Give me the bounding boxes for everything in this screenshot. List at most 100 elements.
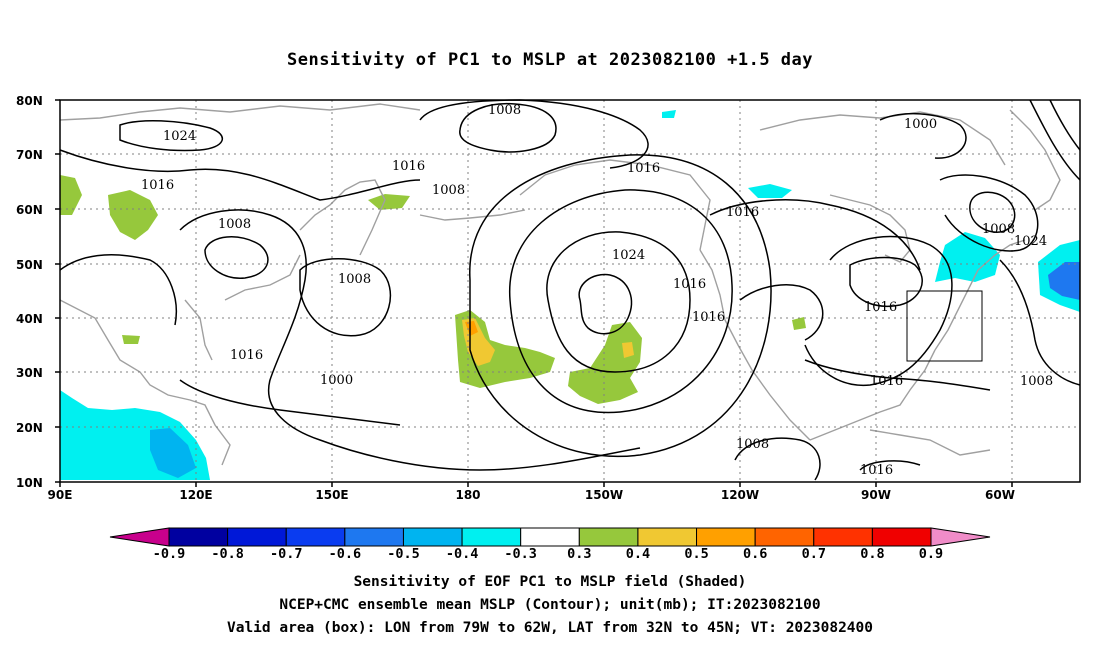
negative-region-newfoundland — [935, 232, 1000, 282]
contour-high-pacific-1016a — [546, 231, 691, 373]
lon-label: 90W — [861, 488, 891, 502]
contour-label: 1024 — [612, 248, 645, 263]
colorbar-tick-label: 0.7 — [802, 546, 826, 562]
colorbar-cell — [696, 527, 756, 547]
lat-label: 30N — [16, 366, 43, 380]
negative-region-arctic — [662, 110, 676, 118]
lat-label: 50N — [16, 258, 43, 272]
lat-label: 80N — [16, 94, 43, 108]
colorbar-cell — [285, 527, 346, 547]
coast-caribbean — [869, 429, 991, 456]
contour-label: 1008 — [218, 217, 251, 232]
lon-label: 60W — [985, 488, 1015, 502]
contour-label: 1016 — [141, 178, 174, 193]
positive-core-pacific — [622, 342, 634, 358]
colorbar-tick-label: -0.3 — [504, 546, 537, 562]
sensitivity-shading — [60, 110, 1080, 480]
contour-asia-1008b — [59, 254, 177, 326]
contour-mexico-1008 — [734, 437, 821, 481]
colorbar-tick-label: 0.9 — [919, 546, 943, 562]
colorbar-low-triangle — [109, 527, 170, 547]
plot-border — [59, 99, 1081, 483]
contour-na-1024 — [849, 256, 923, 307]
contour-label: 1008 — [736, 437, 769, 452]
contour-label: 1008 — [338, 272, 371, 287]
coast-east-asia — [59, 299, 231, 466]
colorbar-cell — [871, 527, 932, 547]
contour-label: 1016 — [870, 374, 903, 389]
contour-label-group: 1008 1024 1016 1016 1008 1016 1008 1016 … — [141, 103, 1053, 478]
contour-gulf-1016 — [804, 359, 991, 391]
coast-kamchatka — [299, 179, 386, 256]
colorbar-cell — [637, 527, 698, 547]
contour-label: 1016 — [726, 205, 759, 220]
contour-asia-1016b — [179, 209, 641, 471]
contour-na-1016 — [709, 199, 921, 271]
coast-aleutians — [419, 209, 526, 221]
contour-label: 1016 — [860, 463, 893, 478]
coast-arctic-russia — [59, 103, 421, 121]
contour-label: 1016 — [230, 348, 263, 363]
contour-asia-1008 — [204, 236, 269, 279]
colorbar-high-triangle — [930, 527, 991, 547]
contour-label: 1008 — [432, 183, 465, 198]
contour-atlantic-1016 — [999, 259, 1081, 386]
contour-label: 1016 — [864, 300, 897, 315]
positive-core-orange — [465, 321, 478, 336]
colorbar-tick-label: 0.5 — [684, 546, 708, 562]
colorbar-cell — [754, 527, 815, 547]
lon-label: 120E — [179, 488, 212, 502]
contour-high-pacific-1008 — [469, 154, 772, 457]
contour-label: 1008 — [488, 103, 521, 118]
positive-region-ne-siberia — [108, 190, 158, 240]
colorbar-tick-label: -0.4 — [446, 546, 479, 562]
longitude-labels: 90E 120E 150E 180 150W 120W 90W 60W — [48, 488, 1015, 502]
colorbar-cell — [520, 527, 580, 547]
contour-low-arctic-1008 — [459, 102, 557, 153]
positive-region-small-2 — [122, 335, 140, 344]
graticule — [60, 100, 1080, 482]
contour-caribbean-1008 — [859, 460, 921, 471]
colorbar-tick-label: -0.7 — [270, 546, 303, 562]
chart-title: Sensitivity of PC1 to MSLP at 2023082100… — [286, 50, 813, 70]
contour-label: 1016 — [627, 161, 660, 176]
colorbar: -0.9 -0.8 -0.7 -0.6 -0.5 -0.4 -0.3 0.3 0.4 0.5 0.6… — [109, 527, 991, 562]
colorbar-cell — [227, 527, 287, 547]
caption-line-3: Valid area (box): LON from 79W to 62W, L… — [226, 620, 873, 636]
colorbar-cell — [813, 527, 873, 547]
coast-north-america-east — [934, 239, 1026, 351]
positive-region-small — [792, 317, 806, 330]
contour-label: 1024 — [163, 129, 196, 144]
coast-north-america-west — [699, 249, 811, 441]
contour-greenland-1000 — [879, 112, 967, 159]
coast-greenland — [1009, 109, 1061, 211]
latitude-labels: 80N 70N 60N 50N 40N 30N 20N 10N — [16, 94, 43, 490]
colorbar-tick-label: 0.3 — [567, 546, 591, 562]
lat-label: 60N — [16, 203, 43, 217]
contour-asia-1016 — [299, 258, 392, 337]
lat-label: 40N — [16, 312, 43, 326]
contour-high-pacific-1016b — [509, 189, 733, 414]
contour-label: 1000 — [320, 373, 353, 388]
colorbar-tick-label: 0.6 — [743, 546, 767, 562]
lat-label: 20N — [16, 421, 43, 435]
contour-na-low-1000 — [969, 191, 1016, 233]
caption-line-2: NCEP+CMC ensemble mean MSLP (Contour); u… — [279, 597, 821, 613]
coast-korea-japan — [184, 254, 301, 361]
coast-gulf-mexico — [809, 349, 936, 441]
mslp-contours — [59, 99, 1081, 481]
positive-region-west-edge — [60, 175, 82, 215]
colorbar-tick-label: -0.9 — [153, 546, 186, 562]
contour-label: 1024 — [1014, 234, 1047, 249]
colorbar-tick-label: -0.5 — [387, 546, 420, 562]
colorbar-tick-label: 0.4 — [626, 546, 650, 562]
negative-region-south-china-core — [150, 428, 196, 478]
valid-area-box — [906, 290, 983, 362]
contour-east-1016 — [739, 284, 824, 341]
axis-ticks — [55, 99, 1013, 487]
colorbar-tick-label: 0.8 — [860, 546, 884, 562]
contour-pacific-south — [179, 379, 401, 426]
positive-region-mid-pacific — [568, 322, 642, 404]
positive-region-okhotsk — [368, 194, 410, 210]
